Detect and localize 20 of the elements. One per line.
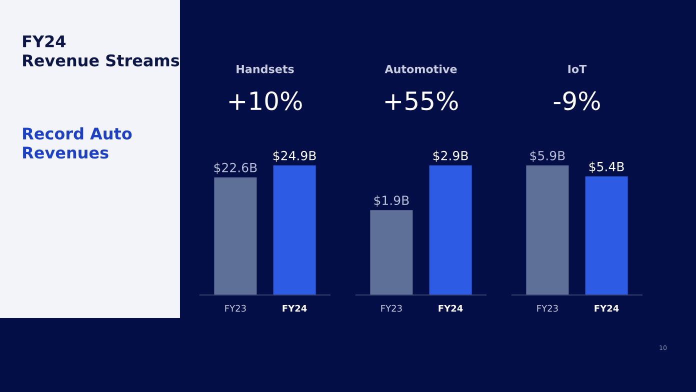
data-label: $24.9B (273, 150, 316, 162)
data-label: $22.6B (214, 162, 257, 174)
x-tick-label: FY24 (438, 304, 463, 312)
x-tick-label: FY23 (537, 304, 558, 312)
x-tick-label: FY24 (594, 304, 619, 312)
x-tick-label: FY23 (225, 304, 246, 312)
chart-title: Handsets (236, 64, 294, 74)
text: FY24 Revenue Streams (23, 35, 180, 66)
chart-subtitle: +10% (229, 91, 302, 110)
data-label: $1.9B (374, 195, 409, 207)
text: Record Auto Revenues (23, 127, 132, 159)
x-tick-label: FY24 (282, 304, 307, 312)
chart-subtitle: +55% (385, 91, 458, 110)
chart-subtitle: -9% (554, 91, 600, 110)
data-label: $5.4B (589, 162, 624, 173)
data-label: $2.9B (433, 150, 468, 162)
chart-title: IoT (568, 64, 587, 74)
x-tick-label: FY23 (381, 304, 402, 312)
chart-title: Automotive (384, 64, 457, 74)
data-label: $5.9B (530, 150, 565, 162)
